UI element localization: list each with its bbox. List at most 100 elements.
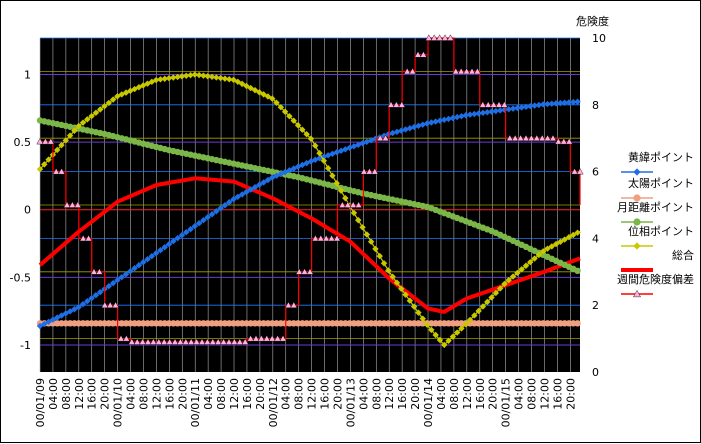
legend-label: 黄緯ポイント (628, 150, 694, 164)
x-tick-label: 12:00 (461, 378, 474, 410)
data-point (328, 234, 336, 242)
data-point (544, 245, 551, 252)
data-point (633, 194, 641, 202)
x-tick-label: 12:00 (383, 378, 396, 410)
data-point (473, 67, 481, 75)
data-point (570, 98, 577, 106)
y-axis-right: 0 2 4 6 8 10 (592, 32, 606, 379)
y2-tick-label: 6 (592, 166, 599, 179)
data-point (79, 300, 87, 308)
data-point (565, 99, 573, 106)
data-point (527, 134, 535, 141)
data-point (273, 99, 280, 106)
data-point (148, 253, 156, 260)
data-point (355, 201, 363, 208)
data-point (322, 234, 330, 242)
data-point (230, 76, 237, 84)
data-point (449, 114, 457, 122)
data-point (333, 179, 340, 187)
series-0 (36, 98, 581, 330)
x-tick-label: 08:00 (137, 378, 150, 410)
data-point (514, 269, 521, 277)
data-point (109, 96, 117, 103)
data-point (462, 112, 469, 119)
data-point (204, 214, 211, 221)
data-point (324, 152, 332, 159)
x-tick-label: 20:00 (99, 378, 112, 410)
data-point (217, 205, 224, 212)
legend-label: 太陽ポイント (628, 177, 694, 190)
data-point (471, 110, 478, 118)
data-point (139, 338, 147, 345)
data-point (170, 74, 177, 81)
data-point (484, 101, 492, 108)
data-point (552, 100, 560, 107)
x-tick-label: 16:00 (86, 378, 99, 410)
data-point (92, 109, 100, 116)
data-point (349, 201, 357, 208)
legend-label: 週間危険度偏差 (617, 272, 694, 286)
data-point (554, 137, 562, 145)
data-point (203, 338, 211, 345)
data-point (441, 341, 448, 349)
data-point (574, 229, 581, 236)
data-point (506, 134, 514, 141)
data-point (165, 74, 173, 82)
data-point (152, 76, 160, 84)
data-point (213, 74, 220, 81)
data-point (557, 238, 564, 246)
y2-tick-label: 0 (592, 366, 599, 379)
data-point (329, 150, 336, 157)
data-point (161, 75, 168, 82)
x-tick-label: 20:00 (487, 378, 500, 410)
data-point (238, 191, 246, 198)
data-point (157, 76, 164, 83)
data-point (436, 117, 444, 124)
data-point (409, 67, 417, 75)
data-point (571, 167, 579, 175)
data-point (466, 316, 474, 324)
data-point (363, 231, 371, 238)
data-point (320, 157, 328, 164)
y-tick-label: 1 (24, 69, 31, 82)
series-2 (36, 117, 581, 275)
x-tick-label: 08:00 (60, 378, 73, 410)
data-point (376, 134, 384, 141)
data-point (269, 95, 276, 102)
data-point (463, 67, 471, 75)
data-point (303, 131, 310, 138)
data-point (295, 268, 303, 275)
data-point (372, 245, 379, 253)
data-point (234, 78, 242, 85)
data-point (84, 297, 91, 305)
data-point (294, 122, 302, 129)
y2-tick-label: 8 (592, 99, 599, 112)
data-point (58, 141, 65, 149)
data-point (350, 209, 358, 217)
x-tick-label: 04:00 (435, 378, 448, 410)
data-point (337, 187, 345, 194)
data-point (128, 338, 136, 345)
data-point (488, 294, 495, 301)
data-point (333, 234, 341, 242)
data-point (58, 312, 65, 319)
series-layer (36, 34, 584, 349)
data-point (109, 279, 117, 287)
data-point (105, 282, 113, 290)
data-point (496, 285, 504, 292)
data-point (522, 134, 530, 141)
y-tick-label: -1 (20, 339, 31, 352)
data-point (251, 183, 259, 191)
data-point (234, 193, 242, 200)
data-point (165, 241, 173, 248)
y-tick-label: 0.5 (14, 136, 32, 149)
data-point (488, 108, 495, 115)
data-point (382, 134, 390, 141)
data-point (355, 216, 362, 224)
x-tick-label: 00/01/11 (189, 378, 202, 427)
x-tick-label: 16:00 (396, 378, 409, 410)
data-point (166, 338, 174, 345)
data-point (441, 34, 449, 41)
